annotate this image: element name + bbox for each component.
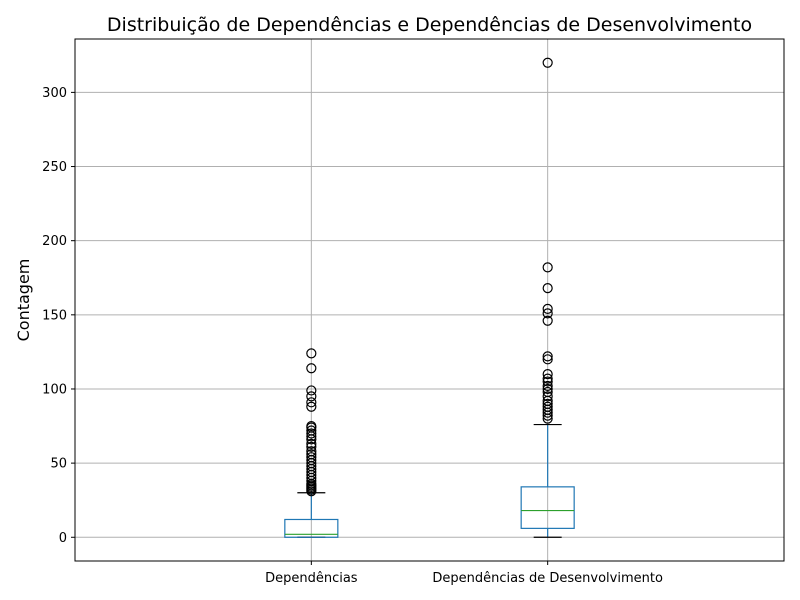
outlier-point: [542, 380, 553, 392]
y-tick-label: 0: [59, 531, 67, 546]
outlier-point: [306, 348, 317, 359]
outlier-point: [542, 315, 553, 326]
y-axis-label: Contagem: [14, 259, 33, 342]
outlier-point: [542, 354, 553, 365]
outlier-point: [306, 391, 317, 402]
outlier-point: [542, 407, 553, 418]
iqr-box: [284, 518, 339, 538]
box-group: [520, 57, 575, 538]
outlier-point: [542, 413, 553, 424]
outlier-point: [306, 431, 317, 442]
outlier-point: [542, 369, 553, 380]
outlier-point: [306, 438, 317, 449]
x-ticks: Dependências Dependências de Desenvolvime…: [265, 561, 663, 586]
outlier-point: [542, 351, 553, 362]
y-tick-label: 50: [50, 457, 67, 472]
outlier-point: [542, 410, 553, 421]
y-ticks: 0 50 100 150 200 250 300: [42, 86, 75, 546]
outlier-point: [306, 363, 317, 374]
outlier-point: [542, 376, 553, 387]
x-tick-label: Dependências: [265, 571, 358, 586]
outlier-point: [542, 391, 553, 402]
outlier-point: [306, 397, 317, 408]
outlier-point: [306, 428, 317, 439]
x-tick-label: Dependências de Desenvolvimento: [432, 571, 663, 586]
outlier-point: [306, 441, 317, 452]
y-tick-label: 250: [42, 160, 67, 175]
outlier-point: [306, 434, 317, 445]
iqr-box: [520, 486, 575, 529]
grid-layer: [75, 39, 784, 561]
y-tick-label: 100: [42, 382, 67, 397]
boxes: [284, 57, 575, 538]
y-tick-label: 150: [42, 308, 67, 323]
outlier-point: [542, 373, 553, 384]
outlier-point: [306, 385, 317, 396]
outlier-point: [542, 262, 553, 273]
chart-title: Distribuição de Dependências e Dependênc…: [107, 14, 752, 36]
outlier-point: [306, 401, 317, 412]
box-group: [284, 348, 339, 538]
outlier-point: [542, 303, 553, 314]
y-tick-label: 300: [42, 86, 67, 101]
outlier-point: [542, 308, 553, 319]
outlier-point: [542, 383, 553, 395]
outlier-point: [306, 486, 317, 497]
plot-frame: [74, 38, 785, 562]
y-tick-label: 200: [42, 234, 67, 249]
outlier-point: [542, 57, 553, 68]
outlier-point: [542, 283, 553, 294]
